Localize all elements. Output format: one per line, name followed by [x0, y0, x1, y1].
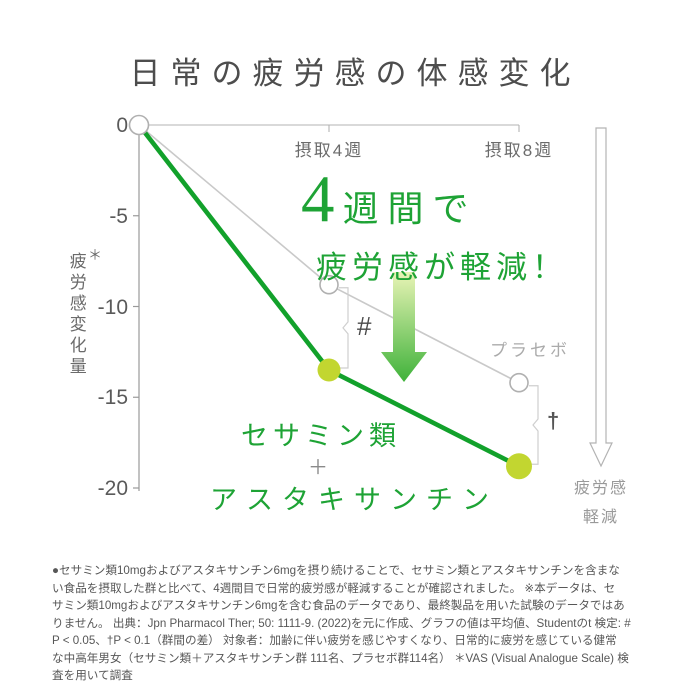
placebo-point — [319, 274, 339, 295]
footnote-line: 査を用いて調査 — [52, 669, 133, 682]
footnote-text: ●セサミン類10mgおよびアスタキサンチン6mgを摂り続けることで、セサミン類と… — [52, 562, 656, 685]
arrow-caption-line1: 疲労感 — [573, 480, 629, 497]
annotation-line2: 疲労感が軽減！ — [316, 250, 568, 285]
y-tick-label: -5 — [109, 204, 128, 228]
x-tick-label: 摂取8週 — [484, 141, 554, 160]
significance-bracket — [339, 287, 349, 369]
footnote-line: ●セサミン類10mgおよびアスタキサンチン6mgを摂り続けることで、セサミン類と… — [52, 564, 620, 577]
page-title: 日常の疲労感の体感変化 — [129, 56, 581, 91]
fatigue-direction-arrow-icon — [589, 127, 613, 468]
y-tick-label: -15 — [97, 386, 128, 410]
footnote-line: りません。 出典：Jpn Pharmacol Ther; 50: 1111-9.… — [52, 616, 631, 630]
footnote-line: P < 0.05、†P < 0.1（群間の差） 対象者：加齢に伴い疲労を感じやす… — [52, 634, 617, 647]
x-tick-label: 摂取4週 — [294, 141, 364, 160]
chart-layer — [128, 114, 539, 491]
active-point — [317, 358, 341, 382]
footnote-line: サミン類10mgおよびアスタキサンチン6mgを含む食品のデータであり、最終製品を… — [52, 599, 625, 612]
active-series-label-line1: セサミン類 — [241, 421, 401, 451]
footnote-line: な中高年男女（セサミン類＋アスタキサンチン群 111名、プラセボ群114名） ＊… — [52, 651, 629, 665]
active-series-label-line2: アスタキサンチン — [210, 485, 498, 515]
arrow-caption-line2: 軽減 — [582, 509, 620, 526]
annotation-weeks-text: 週間で — [342, 189, 478, 229]
annotation-number: 4 — [301, 162, 335, 236]
reduction-annotation: 4 週間で 疲労感が軽減！ — [301, 166, 568, 287]
y-tick-label: -10 — [97, 295, 128, 319]
footnote-line: い食品を摂取した群と比べて、4週間目で日常的疲労感が軽減することが確認されました… — [52, 581, 616, 595]
active-point — [506, 453, 532, 480]
significance-marker: # — [357, 310, 372, 341]
placebo-series-label: プラセボ — [490, 341, 570, 360]
y-axis-title-asterisk: ＊ — [88, 247, 102, 263]
reduction-arrow-icon — [381, 272, 427, 382]
y-tick-label: -20 — [97, 477, 128, 500]
y-axis-title: 疲労感変化量 — [66, 252, 86, 378]
annotation-line1: 4 週間で — [301, 166, 568, 233]
significance-marker: † — [547, 407, 560, 433]
placebo-point — [509, 372, 529, 393]
y-tick-label: 0 — [116, 114, 128, 137]
active-series-label-plus: ＋ — [308, 457, 328, 479]
origin-point — [128, 114, 150, 136]
significance-bracket — [529, 385, 539, 465]
